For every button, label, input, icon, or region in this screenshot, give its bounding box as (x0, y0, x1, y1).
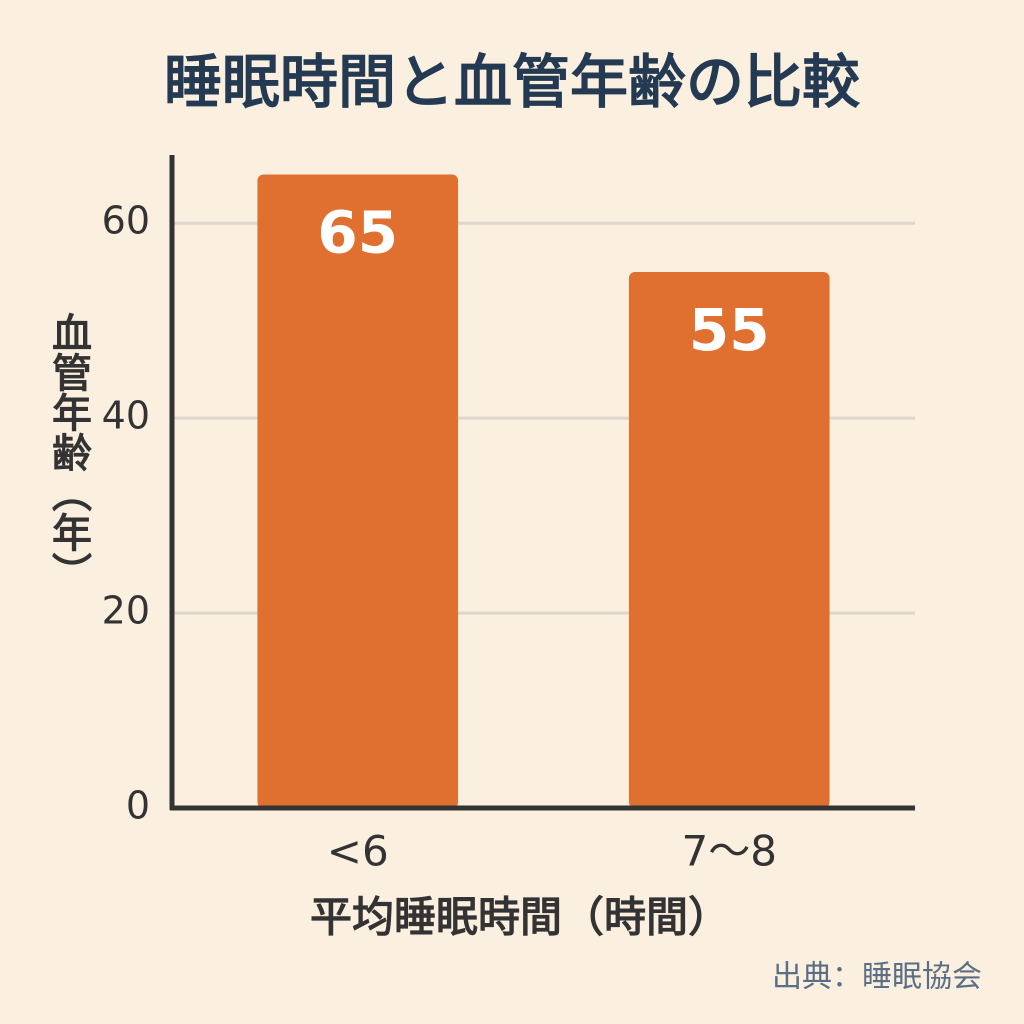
data-label: 65 (317, 199, 398, 267)
chart-title: 睡眠時間と血管年齢の比較 (164, 48, 861, 116)
bar (257, 174, 459, 808)
y-tick-label: 40 (102, 394, 150, 438)
source-note: 出典：睡眠協会 (772, 960, 982, 995)
bar (628, 271, 830, 809)
x-tick-label: 7〜8 (682, 827, 777, 876)
y-tick-label: 0 (126, 784, 150, 828)
data-label: 55 (689, 296, 770, 364)
y-tick-label: 60 (102, 199, 150, 243)
x-tick-label: <6 (327, 827, 389, 876)
x-axis-label: 平均睡眠時間（時間） (310, 893, 730, 942)
y-axis-label: 血管年齢（年） (45, 312, 92, 592)
y-tick-label: 20 (102, 589, 150, 633)
